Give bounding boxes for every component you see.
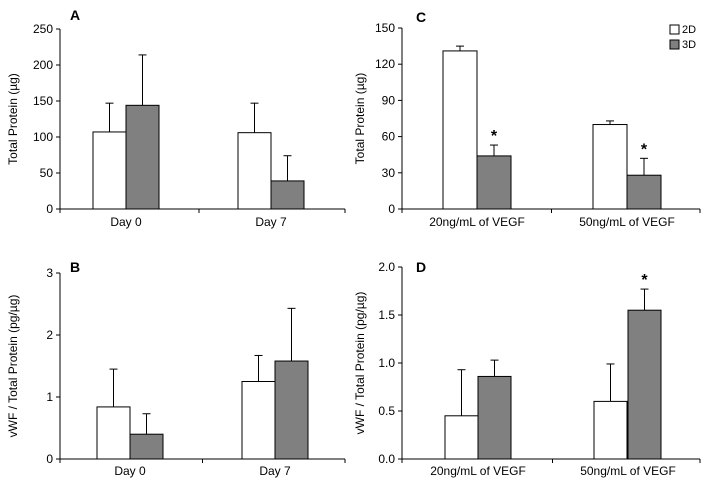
y-tick-label: 1.5 — [378, 308, 395, 322]
bar — [477, 375, 512, 460]
bar — [96, 406, 131, 460]
y-tick-label: 1 — [46, 390, 53, 404]
bar — [592, 124, 628, 210]
y-tick-label: 30 — [382, 166, 396, 180]
bar — [125, 104, 160, 210]
significance-marker: * — [641, 141, 648, 158]
panel-label: C — [416, 9, 426, 25]
legend: 2D 3D — [669, 24, 696, 51]
significance-marker: * — [491, 128, 498, 145]
bar — [476, 155, 512, 210]
legend-label-2d: 2D — [682, 24, 696, 36]
panel-c: 0 30 60 90 120 150 20ng/mL of VEGF 50ng/mL of V… — [353, 9, 701, 229]
bar — [442, 50, 478, 210]
legend-swatch-2d — [669, 24, 680, 35]
x-category-label: Day 0 — [110, 215, 142, 229]
bar — [129, 433, 164, 460]
bar — [270, 180, 305, 210]
panel-label: B — [70, 259, 80, 275]
y-axis-title: Total Protein (µg) — [353, 73, 367, 165]
y-tick-label: 50 — [40, 166, 54, 180]
y-tick-label: 2 — [46, 328, 53, 342]
y-tick-label: 60 — [382, 130, 396, 144]
y-tick-label: 3 — [46, 266, 53, 280]
y-axis-title: Total Protein (µg) — [6, 73, 20, 165]
y-tick-label: 0.5 — [378, 404, 395, 418]
y-tick-label: 2.0 — [378, 260, 395, 274]
x-category-label: Day 7 — [259, 464, 291, 478]
bar — [92, 131, 127, 210]
x-category-label: 50ng/mL of VEGF — [579, 215, 675, 229]
bar — [626, 174, 662, 210]
bar — [444, 415, 479, 460]
legend-label-3d: 3D — [682, 39, 696, 51]
y-tick-label: 120 — [375, 57, 395, 71]
panel-label: A — [70, 7, 80, 23]
panel-b: 0 1 2 3 Day 0 Day 7 vWF / Total Protein (pg/µg… — [6, 259, 346, 478]
y-tick-label: 0 — [388, 202, 395, 216]
y-tick-label: 0 — [46, 452, 53, 466]
x-category-label: Day 0 — [114, 464, 146, 478]
y-tick-label: 200 — [33, 58, 53, 72]
panel-d: 0.0 0.5 1.0 1.5 2.0 20ng/mL of VEGF 50ng/mL of… — [353, 259, 701, 478]
y-tick-label: 150 — [33, 94, 53, 108]
bar — [237, 132, 272, 210]
panel-label: D — [416, 259, 426, 275]
x-category-label: 20ng/mL of VEGF — [429, 215, 525, 229]
y-tick-label: 250 — [33, 22, 53, 36]
bar — [274, 360, 309, 460]
x-category-label: 50ng/mL of VEGF — [580, 464, 676, 478]
y-tick-label: 0 — [46, 202, 53, 216]
bar — [627, 309, 662, 460]
bar — [593, 400, 628, 460]
y-tick-label: 0.0 — [378, 452, 395, 466]
legend-swatch-3d — [669, 39, 680, 50]
x-category-label: 20ng/mL of VEGF — [430, 464, 526, 478]
panel-a: 0 50 100 150 200 250 Day 0 Day 7 Total Protein (… — [6, 7, 346, 229]
y-axis-title: vWF / Total Protein (pg/µg) — [6, 295, 20, 438]
x-category-label: Day 7 — [255, 215, 287, 229]
y-tick-label: 1.0 — [378, 356, 395, 370]
y-tick-label: 90 — [382, 93, 396, 107]
y-tick-label: 100 — [33, 130, 53, 144]
significance-marker: * — [641, 272, 648, 289]
bar — [241, 381, 276, 460]
y-axis-title: vWF / Total Protein (pg/µg) — [353, 292, 367, 435]
y-tick-label: 150 — [375, 21, 395, 35]
